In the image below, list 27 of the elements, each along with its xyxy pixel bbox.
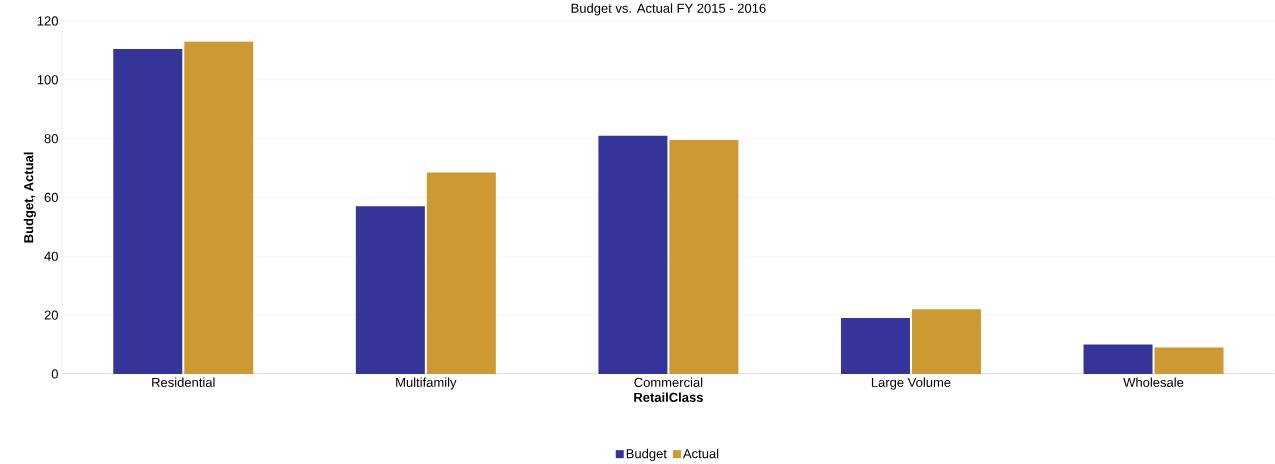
bar (840, 318, 910, 375)
y-tick-label: 80 (44, 134, 58, 144)
bar (426, 172, 496, 375)
bar (1083, 344, 1153, 375)
x-tick-label: Large Volume (871, 377, 951, 390)
x-axis-title: RetailClass (634, 392, 703, 403)
y-tick-label: 60 (44, 193, 58, 203)
bar (1154, 347, 1224, 375)
y-tick-label: 120 (37, 16, 58, 26)
y-tick-label: 100 (37, 75, 58, 85)
y-tick-label: 40 (44, 251, 58, 262)
bar (113, 49, 183, 375)
x-tick-label: Residential (152, 377, 215, 388)
y-tick-label: 20 (44, 310, 58, 320)
chart-title: Budget vs. Actual FY 2015 - 2016 (571, 3, 766, 16)
bar (355, 206, 425, 375)
x-tick-label: Wholesale (1123, 377, 1184, 388)
x-tick-label: Multifamily (396, 377, 457, 390)
x-tick-label: Commercial (634, 377, 703, 388)
y-tick-label: 0 (51, 369, 58, 379)
legend-label: Budget (626, 448, 667, 462)
bar (669, 140, 739, 375)
bar (184, 41, 254, 375)
legend-label: Actual (682, 448, 719, 459)
bar (598, 135, 668, 375)
y-axis-title: Budget, Actual (23, 152, 36, 243)
bar (911, 309, 981, 375)
